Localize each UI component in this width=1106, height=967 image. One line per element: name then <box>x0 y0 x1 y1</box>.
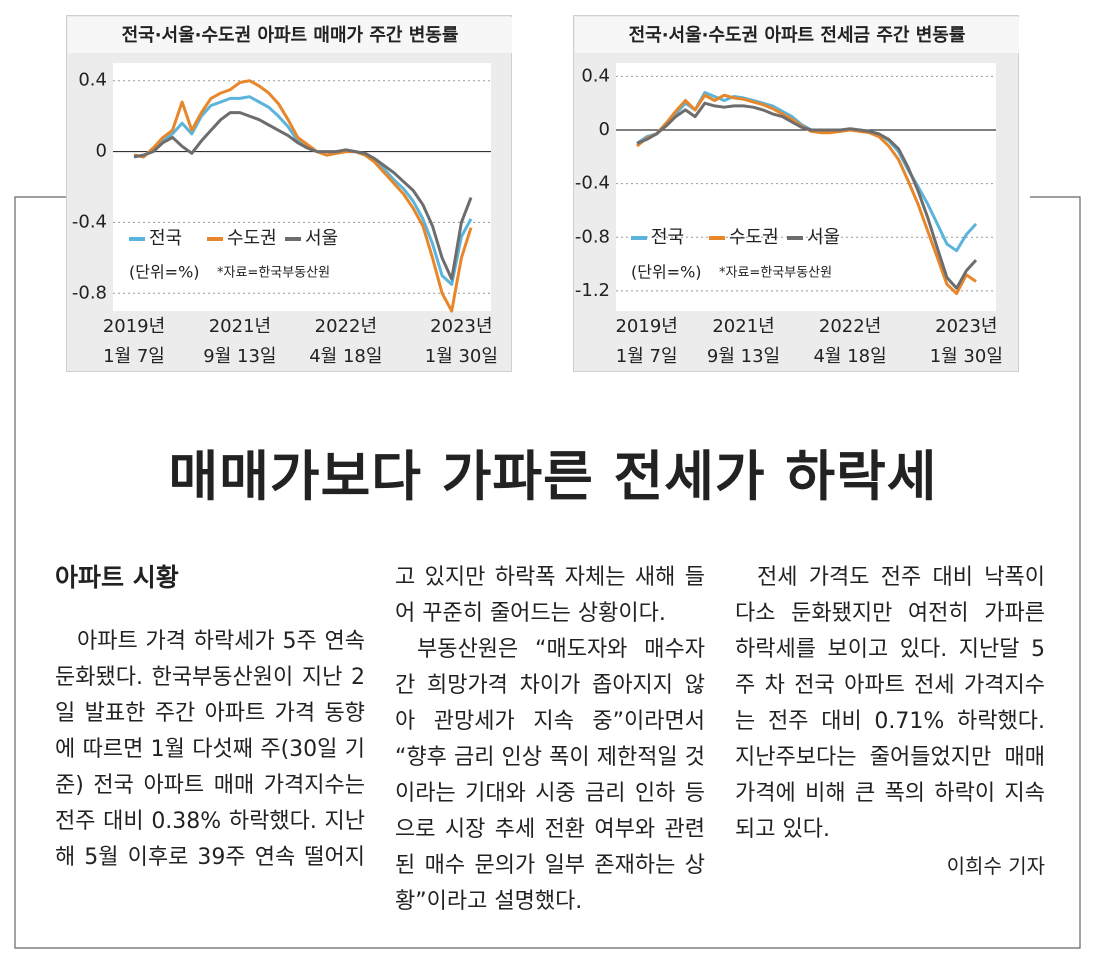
legend-label: 서울 <box>807 227 840 248</box>
x-tick-label: 2022년 4월 18일 <box>309 316 383 367</box>
plot-area <box>616 63 996 311</box>
y-tick-label: -1.2 <box>575 280 610 301</box>
series-line <box>133 95 473 286</box>
y-tick-label: 0.4 <box>581 65 610 86</box>
title-bar <box>68 17 512 53</box>
x-tick-label: 2023년 1월 30일 <box>929 316 1003 367</box>
legend-label: 수도권 <box>227 228 277 249</box>
paragraph: 아파트 가격 하락세가 5주 연속 둔화됐다. 한국부동산원이 지난 2일 발표… <box>55 565 705 870</box>
x-tick-label: 2019년 1월 7일 <box>102 316 166 367</box>
y-tick-label: 0 <box>96 141 107 162</box>
y-tick-label: -0.4 <box>72 211 107 232</box>
x-tick-label: 2022년 4월 18일 <box>813 316 887 367</box>
unit-note: (단위=%) <box>129 263 200 282</box>
source-note: *자료=한국부동산원 <box>217 266 330 281</box>
x-tick-label: 2021년 9월 13일 <box>706 316 781 367</box>
series-line <box>133 79 473 313</box>
y-tick-label: -0.8 <box>575 226 610 247</box>
chart-box: 전국·서울·수도권 아파트 매매가 주간 변동률 0.4 0 -0.4 -0.8 전국 수도… <box>66 15 512 372</box>
article: 아파트 시황 아파트 가격 하락세가 5주 연속 둔화됐다. 한국부동산원이 지… <box>55 560 1045 920</box>
line-chart: 전국·서울·수도권 아파트 매매가 주간 변동률 0.4 0 -0.4 -0.8 전국 수도… <box>68 17 512 313</box>
y-tick-label: 0.4 <box>78 70 107 91</box>
chart-title: 전국·서울·수도권 아파트 전세금 주간 변동률 <box>629 25 966 46</box>
y-tick-label: -0.4 <box>575 173 610 194</box>
y-tick-label: -0.8 <box>72 282 107 303</box>
series-line <box>636 101 978 290</box>
x-tick-label: 2023년 1월 30일 <box>424 316 498 367</box>
subhead: 아파트 시황 <box>55 563 179 592</box>
chart-title: 전국·서울·수도권 아파트 매매가 주간 변동률 <box>122 25 459 46</box>
source-note: *자료=한국부동산원 <box>719 266 832 281</box>
y-tick-label: 0 <box>599 119 610 140</box>
chart-box: 전국·서울·수도권 아파트 전세금 주간 변동률 0.4 0 -0.4 -0.8 -1.2… <box>573 15 1019 372</box>
series-line <box>133 111 473 281</box>
x-tick-label: 2021년 9월 13일 <box>203 316 277 367</box>
legend-label: 서울 <box>305 228 338 249</box>
byline: 이희수 기자 <box>946 854 1045 878</box>
title-bar <box>575 17 1019 53</box>
legend-label: 전국 <box>149 228 182 249</box>
frame-border <box>14 196 1081 949</box>
line-chart: 전국·서울·수도권 아파트 전세금 주간 변동률 0.4 0 -0.4 -0.8 -1.2… <box>575 17 1019 311</box>
plot-area <box>113 63 491 311</box>
unit-note: (단위=%) <box>631 263 702 282</box>
headline: 매매가보다 가파른 전세가 하락세 <box>168 444 938 508</box>
paragraph: 전세 가격도 전주 대비 낙폭이 다소 둔화됐지만 여전히 가파른 하락세를 보… <box>735 565 1045 842</box>
x-tick-label: 2019년 1월 7일 <box>615 316 678 367</box>
paragraph: 부동산원은 “매도자와 매수자 간 희망가격 차이가 좁아지지 않아 관망세가 … <box>395 637 705 914</box>
legend-label: 전국 <box>651 227 684 248</box>
legend-label: 수도권 <box>729 227 779 248</box>
